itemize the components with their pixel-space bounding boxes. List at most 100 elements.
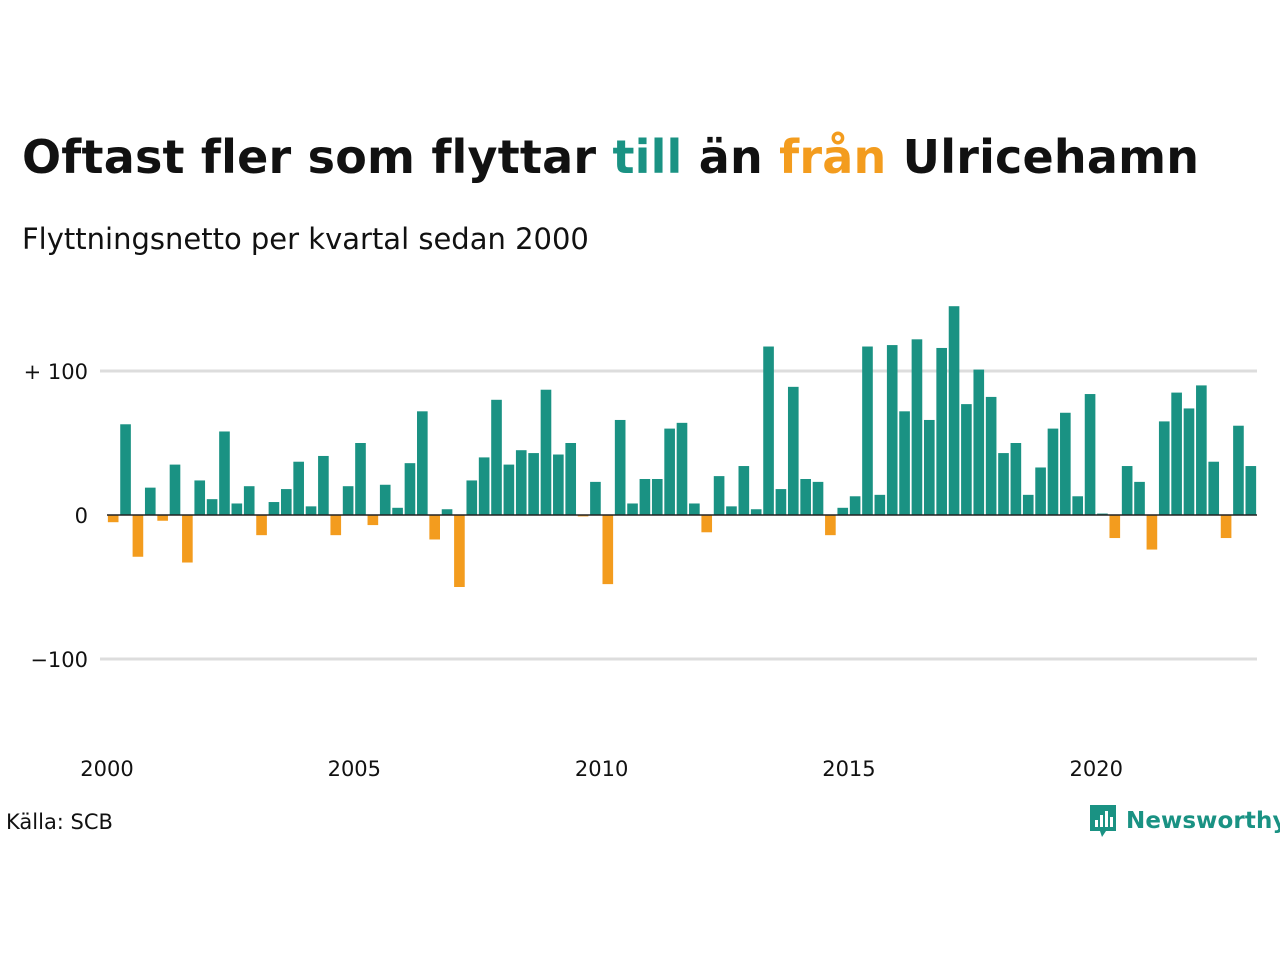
title-part-1: Oftast fler som flyttar [22,130,613,184]
x-tick-label: 2000 [80,757,133,781]
bar [256,515,267,536]
bar [515,450,527,515]
grid-lines [100,369,1257,661]
bar [194,480,206,515]
bar [1060,412,1071,515]
bar [886,345,898,515]
x-tick-label: 2015 [822,757,875,781]
bar [664,428,675,515]
bar [1245,466,1257,515]
chart-title: Oftast fler som flyttar till än från Ulr… [22,130,1199,184]
bar [998,453,1009,515]
axes: + 100 0 −100 2000 2005 2010 2015 2020 [24,360,1257,781]
bar [837,507,849,515]
x-tick-label: 2010 [575,757,628,781]
bar [627,503,638,515]
bar [1196,385,1207,515]
bar [404,463,416,515]
title-part-3: än [682,130,780,184]
bar [1134,481,1145,515]
bar [206,499,218,515]
bar [750,509,762,515]
bar [478,457,490,515]
y-tick-label: 0 [75,504,88,528]
bar [1047,428,1059,515]
bar [503,464,515,515]
bar [293,461,304,515]
bar [614,419,626,515]
bar [689,503,700,515]
bar [676,422,688,515]
bar [305,506,317,515]
bars [107,306,1257,587]
bar [639,479,651,515]
bar [565,443,577,515]
bar [107,515,119,523]
bar [936,347,947,515]
bar [1084,394,1096,515]
bar [144,487,156,515]
title-part-5: Ulricehamn [886,130,1200,184]
bar [1010,443,1022,515]
bar [862,346,873,515]
bar [268,502,280,515]
y-tick-label: −100 [30,648,88,672]
bar [1183,408,1195,515]
bar [182,515,193,563]
bar [132,515,144,557]
bar [367,515,379,526]
x-tick-label: 2020 [1070,757,1123,781]
bar [1022,494,1034,515]
bar [1220,515,1232,539]
bar [318,455,329,515]
bar [553,454,564,515]
bar [923,419,935,515]
bar [1146,515,1158,550]
bar [825,515,836,536]
bar [169,464,181,515]
bar [726,506,737,515]
bar [1171,392,1182,515]
bar [528,453,539,515]
bar [787,386,799,515]
bar [849,496,861,515]
bar [231,503,243,515]
bar [454,515,465,587]
bar [1158,421,1170,515]
bar [280,489,292,515]
bar [973,369,985,515]
x-tick-label: 2005 [328,757,381,781]
bar [429,515,440,540]
bar [961,404,972,515]
bar [379,484,391,515]
bar [417,411,428,515]
bar [775,489,787,515]
bar [911,339,923,515]
bar [651,479,663,515]
chart-subtitle: Flyttningsnetto per kvartal sedan 2000 [22,222,589,256]
bar [540,389,552,515]
bar [1109,515,1121,539]
bar [763,346,774,515]
bar [157,515,168,521]
bar [392,507,403,515]
bar [948,306,960,515]
bar [713,476,725,515]
bar [701,515,713,533]
bar [812,481,824,515]
bar [738,466,750,515]
bar [1233,425,1244,515]
y-tick-label: + 100 [24,360,88,384]
bar [1208,461,1220,515]
title-highlight-till: till [612,130,683,184]
bar [602,515,614,585]
bar [590,481,601,515]
bar-chart: + 100 0 −100 2000 2005 2010 2015 2020 [24,306,1257,781]
bar [441,509,453,515]
bar [800,479,811,515]
bar [219,431,230,515]
brand-name: Newsworthy [1126,808,1280,834]
bar [330,515,342,536]
bar [1121,466,1133,515]
bar [491,399,502,515]
